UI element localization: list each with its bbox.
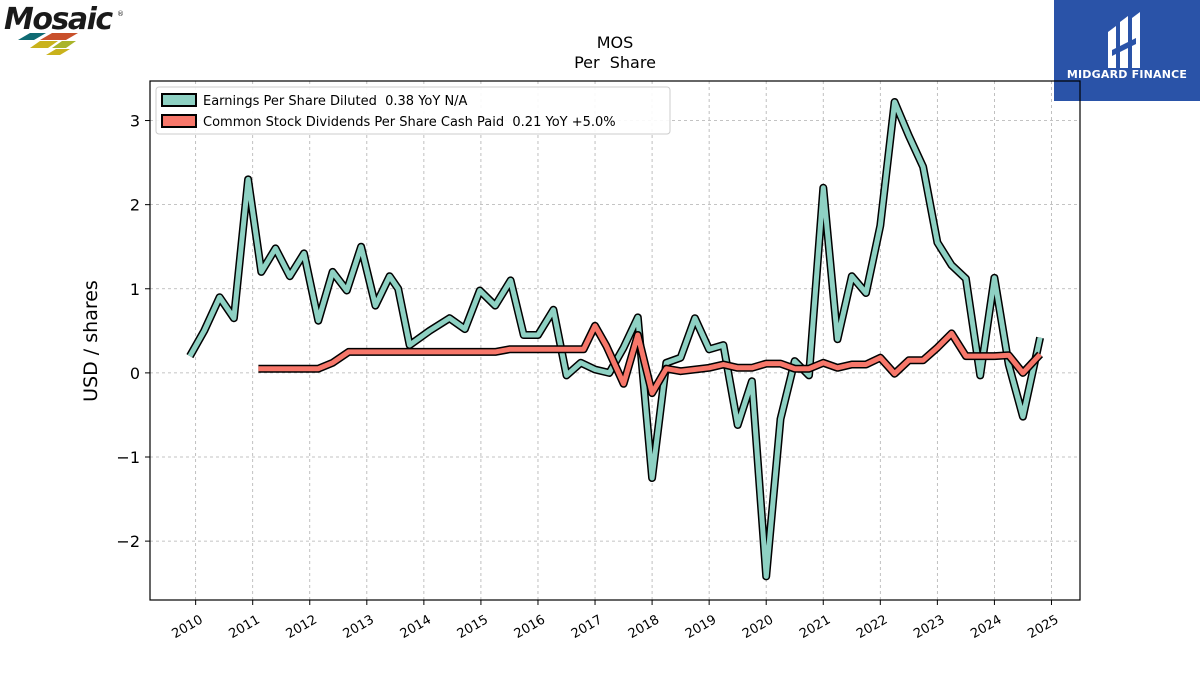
y-tick-label: −1 (116, 448, 140, 467)
x-axis-ticks: 2010 2011 2012 2013 2014 2015 2016 2017 2018 2019… (169, 600, 1061, 642)
series-line-0 (187, 99, 1043, 579)
x-tick-label: 2012 (284, 612, 320, 642)
series-lines (186, 98, 1045, 581)
x-tick-label: 2014 (398, 612, 434, 642)
x-tick-label: 2016 (512, 612, 548, 642)
x-tick-label: 2022 (854, 612, 890, 642)
y-axis-label: USD / shares (80, 280, 102, 402)
x-tick-label: 2018 (626, 612, 662, 642)
x-tick-label: 2010 (169, 612, 205, 642)
company-logo: Mosaic ® (0, 0, 130, 62)
plot-frame (149, 80, 1081, 601)
legend-label-eps: Earnings Per Share Diluted 0.38 YoY N/A (203, 94, 468, 109)
x-tick-label: 2013 (341, 612, 377, 642)
x-tick-label: 2011 (227, 612, 263, 642)
series-line-1 (258, 323, 1042, 396)
chart-legend: Earnings Per Share Diluted 0.38 YoY N/A … (155, 86, 671, 135)
legend-box (155, 86, 671, 135)
midgard-logo-icon (1108, 12, 1140, 68)
chart-subtitle: Per Share (574, 53, 656, 72)
x-tick-label: 2024 (968, 612, 1004, 642)
registered-mark: ® (117, 10, 124, 18)
company-logo-text: Mosaic (4, 2, 113, 37)
x-tick-label: 2015 (455, 612, 491, 642)
y-tick-label: 1 (130, 280, 140, 299)
x-tick-label: 2025 (1025, 612, 1061, 642)
series-outline-0 (186, 98, 1045, 581)
x-tick-label: 2020 (740, 612, 776, 642)
y-tick-label: 0 (130, 364, 140, 383)
x-tick-label: 2021 (797, 612, 833, 642)
legend-swatch-eps (161, 93, 197, 107)
y-axis-ticks: −2 −1 0 1 2 3 (116, 112, 150, 551)
publisher-name: MIDGARD FINANCE (1066, 68, 1188, 81)
y-tick-label: 3 (130, 112, 140, 131)
chart-title: MOS (597, 33, 634, 52)
y-tick-label: −2 (116, 532, 140, 551)
x-tick-label: 2019 (683, 612, 719, 642)
legend-label-dividends: Common Stock Dividends Per Share Cash Pa… (203, 115, 616, 130)
x-tick-label: 2017 (569, 612, 605, 642)
legend-swatch-dividends (161, 114, 197, 128)
y-tick-label: 2 (130, 196, 140, 215)
mosaic-tiles-icon (18, 33, 78, 55)
publisher-badge: MIDGARD FINANCE (1054, 0, 1200, 101)
x-tick-label: 2023 (911, 612, 947, 642)
